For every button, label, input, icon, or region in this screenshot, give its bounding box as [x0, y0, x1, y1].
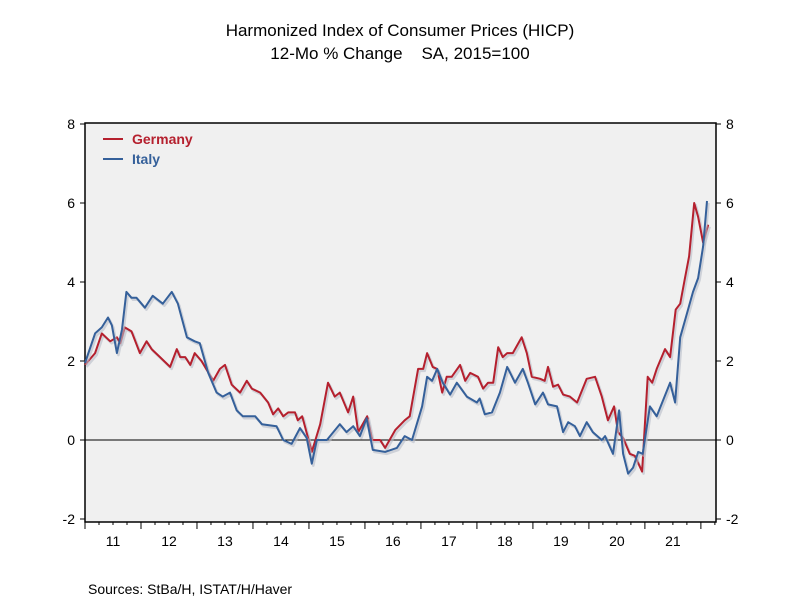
- y-tick-label-right: 6: [726, 195, 734, 211]
- y-tick-label-left: 8: [67, 116, 75, 132]
- y-tick-label-right: -2: [726, 511, 739, 527]
- x-tick-label: 15: [329, 533, 345, 549]
- x-tick-label: 18: [497, 533, 513, 549]
- x-tick-label: 17: [441, 533, 457, 549]
- legend-label-italy: Italy: [132, 151, 160, 167]
- x-tick-label: 19: [553, 533, 569, 549]
- x-tick-label: 21: [665, 533, 681, 549]
- y-tick-label-right: 2: [726, 353, 734, 369]
- y-tick-label-left: 4: [67, 274, 75, 290]
- chart-subtitle: 12-Mo % Change SA, 2015=100: [270, 44, 530, 63]
- x-tick-label: 11: [106, 533, 121, 549]
- y-tick-label-left: 2: [67, 353, 75, 369]
- x-tick-label: 13: [217, 533, 233, 549]
- x-tick-label: 16: [385, 533, 401, 549]
- plot-area: [84, 122, 717, 523]
- series-line-italy: [84, 200, 708, 475]
- y-tick-label-right: 8: [726, 116, 734, 132]
- y-tick-label-left: 0: [67, 432, 75, 448]
- x-tick-label: 12: [161, 533, 177, 549]
- source-note: Sources: StBa/H, ISTAT/H/Haver: [88, 581, 293, 597]
- y-tick-label-left: -2: [63, 511, 76, 527]
- y-tick-label-right: 4: [726, 274, 734, 290]
- chart-title: Harmonized Index of Consumer Prices (HIC…: [225, 21, 575, 40]
- x-tick-label: 20: [609, 533, 625, 549]
- x-tick-label: 14: [273, 533, 289, 549]
- y-tick-label-left: 6: [67, 195, 75, 211]
- y-tick-label-right: 0: [726, 432, 734, 448]
- legend-label-germany: Germany: [132, 131, 193, 147]
